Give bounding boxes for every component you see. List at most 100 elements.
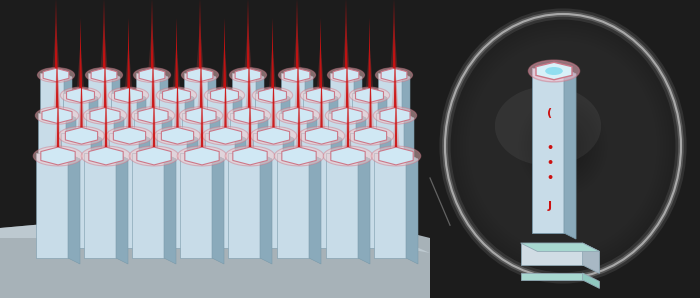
Polygon shape [180, 153, 212, 258]
Ellipse shape [542, 123, 584, 169]
Text: •: • [547, 173, 554, 183]
Polygon shape [305, 127, 337, 144]
Polygon shape [367, 82, 374, 127]
Polygon shape [61, 133, 91, 248]
Polygon shape [260, 153, 272, 264]
Polygon shape [86, 113, 114, 241]
Polygon shape [380, 133, 391, 254]
Polygon shape [279, 113, 307, 241]
Polygon shape [150, 0, 153, 68]
Polygon shape [113, 127, 146, 144]
Ellipse shape [83, 107, 127, 124]
Ellipse shape [328, 68, 365, 83]
Polygon shape [564, 68, 576, 239]
Polygon shape [354, 73, 362, 232]
Ellipse shape [545, 67, 563, 75]
Text: J: J [548, 201, 552, 211]
Ellipse shape [466, 37, 660, 255]
Polygon shape [175, 18, 178, 88]
Polygon shape [244, 23, 251, 68]
Polygon shape [374, 153, 406, 258]
Polygon shape [328, 113, 356, 241]
Polygon shape [283, 133, 294, 254]
Polygon shape [370, 58, 372, 127]
Polygon shape [52, 23, 60, 68]
Ellipse shape [525, 103, 601, 189]
Ellipse shape [454, 24, 672, 268]
Polygon shape [281, 73, 305, 228]
Polygon shape [305, 73, 313, 232]
Ellipse shape [545, 126, 581, 166]
Polygon shape [224, 58, 227, 127]
Polygon shape [536, 62, 572, 80]
Polygon shape [79, 18, 82, 88]
Ellipse shape [528, 60, 580, 82]
Polygon shape [159, 93, 185, 233]
Polygon shape [164, 153, 176, 264]
Polygon shape [296, 0, 298, 68]
Polygon shape [209, 127, 241, 144]
Polygon shape [187, 68, 213, 82]
Polygon shape [247, 0, 249, 68]
Polygon shape [150, 62, 157, 108]
Polygon shape [36, 153, 68, 258]
Polygon shape [139, 133, 150, 254]
Polygon shape [208, 73, 216, 232]
Ellipse shape [457, 27, 669, 265]
Polygon shape [521, 243, 582, 265]
Ellipse shape [228, 107, 271, 124]
Polygon shape [223, 18, 225, 88]
Ellipse shape [463, 34, 664, 258]
Ellipse shape [373, 107, 416, 124]
Polygon shape [298, 77, 300, 147]
Polygon shape [102, 102, 109, 147]
Polygon shape [295, 62, 302, 108]
Polygon shape [127, 18, 130, 88]
Polygon shape [199, 0, 201, 68]
Ellipse shape [480, 54, 645, 238]
Polygon shape [393, 0, 395, 68]
Polygon shape [199, 38, 202, 108]
Polygon shape [358, 153, 370, 264]
Ellipse shape [554, 136, 572, 156]
Polygon shape [269, 43, 276, 88]
Polygon shape [246, 62, 253, 108]
Ellipse shape [501, 77, 625, 215]
Polygon shape [115, 88, 143, 103]
Ellipse shape [371, 146, 421, 166]
Ellipse shape [154, 126, 201, 145]
Polygon shape [391, 23, 398, 68]
Ellipse shape [475, 47, 652, 245]
Ellipse shape [531, 110, 596, 182]
Polygon shape [272, 18, 274, 88]
Polygon shape [233, 147, 267, 165]
Polygon shape [356, 88, 384, 103]
Polygon shape [235, 133, 246, 254]
Polygon shape [136, 147, 172, 165]
Polygon shape [152, 38, 154, 108]
Polygon shape [153, 77, 155, 147]
Polygon shape [150, 102, 158, 147]
Polygon shape [222, 82, 229, 127]
Ellipse shape [349, 87, 390, 103]
Polygon shape [182, 113, 210, 241]
Polygon shape [329, 93, 338, 238]
Polygon shape [53, 62, 60, 108]
Polygon shape [228, 153, 260, 258]
Polygon shape [162, 113, 172, 246]
Ellipse shape [108, 87, 148, 103]
Polygon shape [176, 58, 178, 127]
Polygon shape [378, 93, 387, 238]
Ellipse shape [300, 87, 341, 103]
Polygon shape [395, 77, 397, 147]
Ellipse shape [251, 126, 297, 145]
Ellipse shape [519, 97, 608, 195]
Polygon shape [162, 127, 194, 144]
Polygon shape [132, 153, 164, 258]
Polygon shape [40, 73, 64, 228]
Polygon shape [174, 82, 181, 127]
Polygon shape [65, 127, 97, 144]
Ellipse shape [181, 68, 218, 83]
Ellipse shape [477, 50, 648, 242]
Polygon shape [321, 58, 323, 127]
